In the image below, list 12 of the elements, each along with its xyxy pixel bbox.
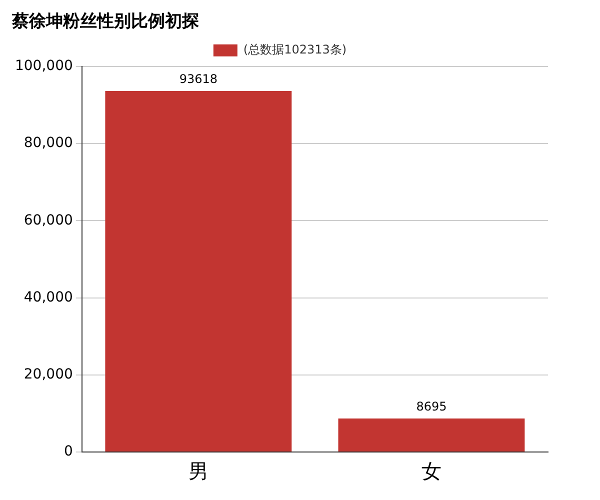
y-tick-label: 40,000 [24, 289, 73, 306]
data-label: 8695 [416, 400, 447, 414]
y-tick-label: 80,000 [24, 135, 73, 152]
y-tick-label: 100,000 [14, 58, 73, 74]
x-tick-label: 女 [421, 459, 442, 484]
data-label: 93618 [179, 72, 218, 86]
y-tick-label: 0 [64, 444, 73, 460]
y-tick-label: 60,000 [24, 212, 73, 228]
legend-label: (总数据102313条) [243, 42, 347, 57]
y-tick-label: 20,000 [24, 366, 73, 383]
chart-title: 蔡徐坤粉丝性别比例初探 [11, 12, 199, 32]
x-tick-label: 男 [188, 459, 208, 484]
